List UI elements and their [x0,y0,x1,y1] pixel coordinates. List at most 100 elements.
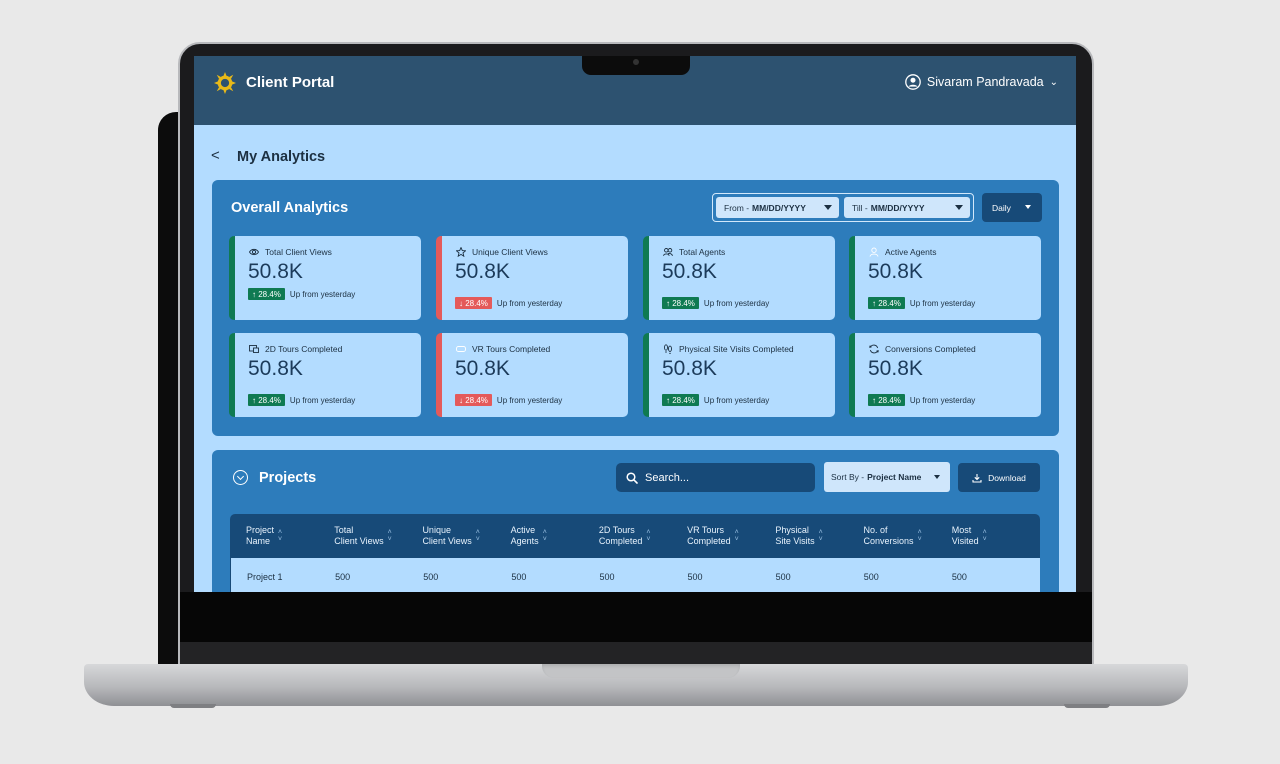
change-note: Up from yesterday [703,298,770,308]
column-header-line: Name [246,536,271,546]
stat-card-value: 50.8K [868,260,923,283]
sort-prefix: Sort By - [831,472,865,482]
analytics-title: Overall Analytics [231,200,349,216]
change-note: Up from yesterday [496,298,563,308]
change-value: 28.4% [465,298,488,308]
column-header-label: Project Name [246,525,274,547]
stat-card: Total Client Views 50.8K ↑ 28.4% Up from ye… [229,236,421,320]
stat-card-value: 50.8K [248,357,303,380]
stat-card-title: VR Tours Completed [472,344,551,354]
column-header-line: Completed [687,536,731,546]
change-value: 28.4% [878,298,901,308]
stat-card-label: VR Tours Completed [456,344,550,354]
change-badge: ↑ 28.4% [868,297,905,309]
stat-card: 2D Tours Completed 50.8K ↑ 28.4% Up from ye… [229,333,421,417]
stat-card-value: 50.8K [455,357,510,380]
sort-icon: ˄ ˅ [475,529,480,543]
column-header-label: Most Visited [952,525,979,547]
column-header-line: Site Visits [775,536,815,546]
column-header-line: Total [334,525,354,535]
user-name: Sivaram Pandravada [926,75,1044,89]
change-note: Up from yesterday [289,289,356,299]
caret-down-icon [824,205,832,210]
change-badge: ↑ 28.4% [662,297,699,309]
stat-card-title: Total Client Views [265,247,332,257]
table-header: Project Name ˄ ˅ Total Client Views ˄ ˅ Unique Cl… [230,514,1040,558]
stat-card: Total Agents 50.8K ↑ 28.4% Up from yesterda… [643,236,835,320]
date-range: From - MM/DD/YYYY Till - MM/DD/YYYY [712,193,974,222]
star-icon [456,247,466,257]
column-header[interactable]: Unique Client Views ˄ ˅ [422,514,510,558]
change-value: 28.4% [258,289,281,299]
stat-card-trend: ↑ 28.4% Up from yesterday [868,297,975,309]
column-header[interactable]: Active Agents ˄ ˅ [511,514,599,558]
caret-down-icon [1025,205,1031,209]
change-badge: ↑ 28.4% [662,394,699,406]
change-note: Up from yesterday [909,395,976,405]
arrow-up-icon: ↑ [252,289,256,299]
column-header[interactable]: Total Client Views ˄ ˅ [334,514,422,558]
stat-card-label: Unique Client Views [456,247,548,257]
arrow-up-icon: ↑ [872,395,876,405]
stat-card: VR Tours Completed 50.8K ↓ 28.4% Up from ye… [436,333,628,417]
column-header-label: Total Client Views [334,525,383,547]
period-select[interactable]: Daily [982,193,1042,222]
column-header[interactable]: No. of Conversions ˄ ˅ [864,514,952,558]
arrow-up-icon: ↑ [872,298,876,308]
from-date-select[interactable]: From - MM/DD/YYYY [716,197,839,218]
change-value: 28.4% [878,395,901,405]
stat-card-title: Active Agents [885,247,937,257]
search-input[interactable]: Search... [616,463,815,492]
table-row[interactable]: Project 1 500 500 500 500 500 500 500 500 [230,558,1040,592]
change-note: Up from yesterday [909,298,976,308]
column-header-line: 2D Tours [598,525,635,535]
column-header[interactable]: Most Visited ˄ ˅ [952,514,1040,558]
column-header[interactable]: Project Name ˄ ˅ [246,514,334,558]
footprints-icon [664,344,672,354]
stat-card-label: Conversions Completed [869,344,976,354]
change-badge: ↓ 28.4% [455,394,492,406]
eye-icon [249,248,259,256]
table-cell: 500 [863,572,879,582]
from-prefix: From - [724,202,750,213]
tour-2d-icon [249,345,259,353]
download-button[interactable]: Download [958,463,1040,492]
table-body: Project 1 500 500 500 500 500 500 500 500 [230,558,1040,592]
column-header-line: Project [246,525,275,535]
user-menu[interactable]: Sivaram Pandravada ⌄ [905,74,1058,90]
column-header-line: No. of [863,525,888,535]
caret-down-icon [955,205,963,210]
till-date-select[interactable]: Till - MM/DD/YYYY [844,197,970,218]
stat-card-title: Unique Client Views [472,247,548,257]
stat-card-label: Active Agents [869,247,937,257]
laptop-foot [1064,704,1110,708]
change-value: 28.4% [258,395,281,405]
column-header-label: No. of Conversions [864,525,914,547]
column-header[interactable]: VR Tours Completed ˄ ˅ [687,514,775,558]
stat-card: Conversions Completed 50.8K ↑ 28.4% Up from… [849,333,1041,417]
table-cell: 500 [951,572,967,582]
table-cell: 500 [775,572,791,582]
sort-icon: ˄ ˅ [646,529,651,543]
stat-card-trend: ↑ 28.4% Up from yesterday [662,297,769,309]
stat-card-value: 50.8K [868,357,923,380]
stat-card-title: Total Agents [679,247,726,257]
column-header-line: Client Views [334,536,384,546]
column-header-line: Unique [422,525,451,535]
stat-card-trend: ↑ 28.4% Up from yesterday [868,394,975,406]
table-cell: 500 [335,572,351,582]
column-header[interactable]: 2D Tours Completed ˄ ˅ [599,514,687,558]
back-button[interactable]: < [211,147,220,164]
stat-card-label: Total Client Views [249,247,332,257]
column-header[interactable]: Physical Site Visits ˄ ˅ [775,514,863,558]
search-icon [626,471,638,484]
sort-select[interactable]: Sort By - Project Name [824,462,950,492]
sort-icon: ˄ ˅ [734,529,739,543]
collapse-toggle-icon[interactable] [233,470,248,485]
laptop-lip [542,664,740,678]
user-icon [869,247,879,257]
change-badge: ↑ 28.4% [868,394,905,406]
sort-icon: ˄ ˅ [818,529,823,543]
column-header-label: VR Tours Completed [687,525,731,547]
stat-card-label: 2D Tours Completed [249,344,342,354]
